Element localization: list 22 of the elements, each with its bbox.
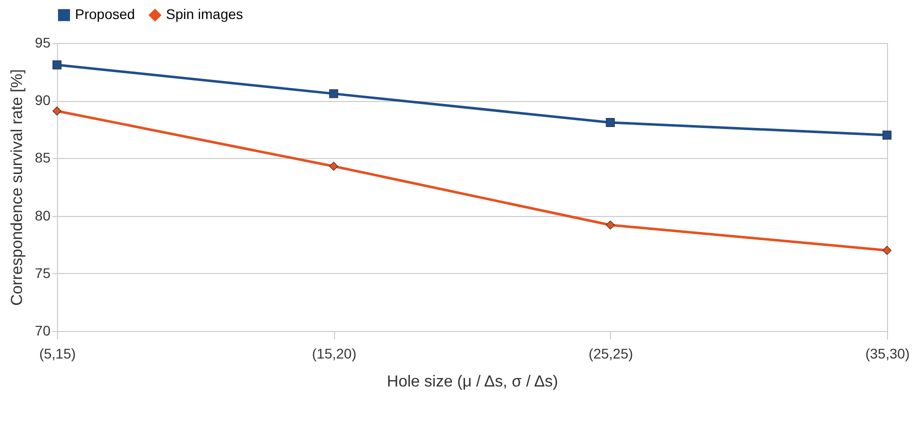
y-tick-label: 75 — [34, 264, 51, 281]
y-tick-label: 80 — [34, 207, 51, 224]
x-tick-label: (25,25) — [588, 346, 634, 362]
y-tick-label: 95 — [34, 34, 51, 50]
x-tick-label: (5,15) — [39, 346, 76, 362]
point — [606, 118, 615, 127]
point — [329, 89, 338, 98]
legend-label: Proposed — [75, 6, 135, 22]
x-tick-label: (15,20) — [312, 346, 356, 362]
x-tick-label: (35,30) — [865, 346, 910, 362]
y-tick-label: 85 — [34, 150, 51, 166]
y-tick-label: 90 — [34, 92, 51, 108]
y-axis-title: Correspondence survival rate [%] — [8, 69, 26, 306]
point — [882, 246, 892, 255]
y-tick-label: 70 — [34, 322, 51, 338]
point — [329, 162, 338, 171]
x-axis-title: Hole size (μ / Δs, σ / Δs) — [386, 374, 558, 390]
point — [882, 130, 892, 140]
legend-label: Spin images — [166, 6, 244, 22]
point — [52, 106, 62, 116]
point — [52, 60, 62, 70]
point — [606, 220, 615, 230]
